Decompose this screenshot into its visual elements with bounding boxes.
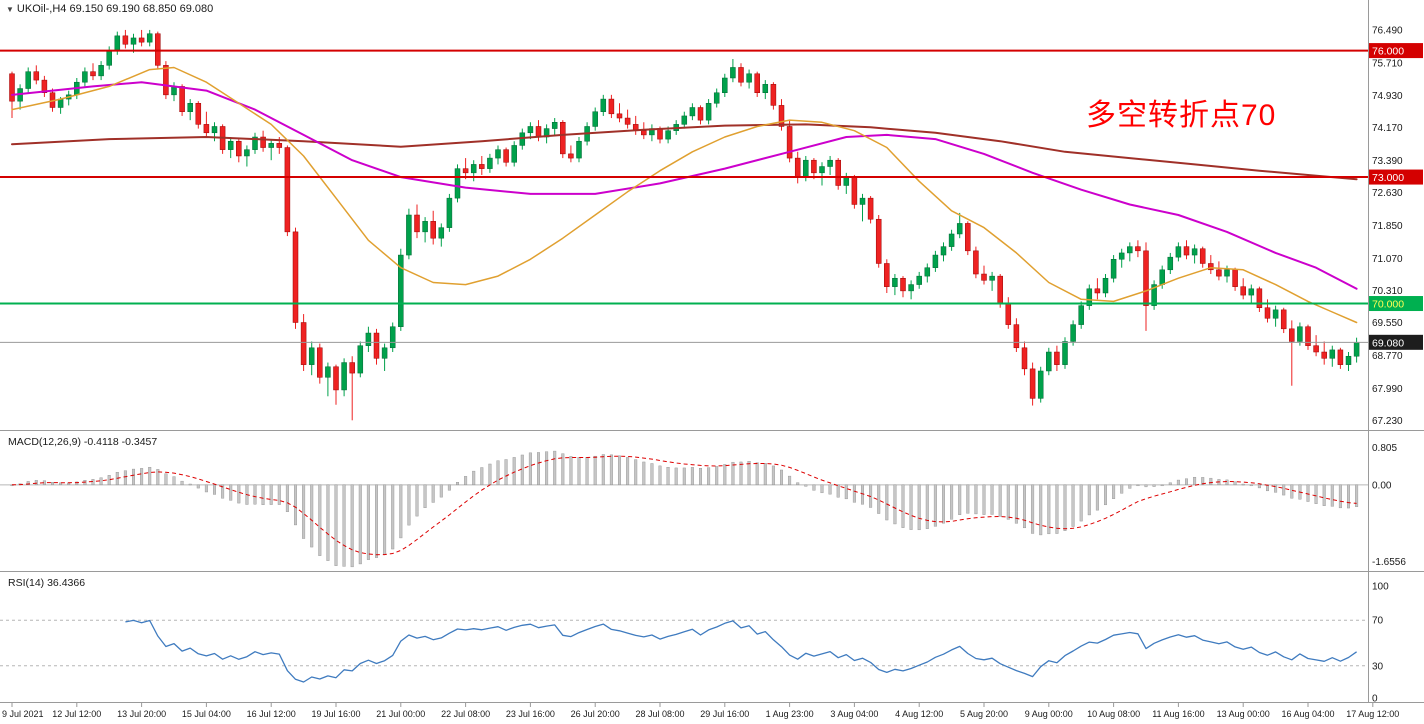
svg-text:100: 100 <box>1372 582 1389 593</box>
svg-text:67.230: 67.230 <box>1372 416 1403 427</box>
rsi-panel[interactable]: 100 70 30 0 <box>0 582 1389 705</box>
fast-ma <box>11 66 1358 324</box>
svg-text:3 Aug 04:00: 3 Aug 04:00 <box>830 709 878 719</box>
time-axis[interactable]: 9 Jul 2021 12 Jul 12:00 13 Jul 20:00 15 Jul… <box>2 702 1399 719</box>
svg-text:17 Aug 12:00: 17 Aug 12:00 <box>1346 709 1399 719</box>
svg-text:76.000: 76.000 <box>1372 46 1404 58</box>
svg-text:-1.6556: -1.6556 <box>1372 557 1406 568</box>
svg-text:74.170: 74.170 <box>1372 123 1403 134</box>
svg-text:23 Jul 16:00: 23 Jul 16:00 <box>506 709 555 719</box>
svg-text:22 Jul 08:00: 22 Jul 08:00 <box>441 709 490 719</box>
svg-text:70.000: 70.000 <box>1372 299 1404 311</box>
svg-text:69.080: 69.080 <box>1372 337 1404 349</box>
svg-text:71.070: 71.070 <box>1372 254 1403 265</box>
svg-text:13 Aug 00:00: 13 Aug 00:00 <box>1217 709 1270 719</box>
svg-text:71.850: 71.850 <box>1372 221 1403 232</box>
svg-text:30: 30 <box>1372 661 1384 672</box>
svg-text:15 Jul 04:00: 15 Jul 04:00 <box>182 709 231 719</box>
svg-text:16 Aug 04:00: 16 Aug 04:00 <box>1281 709 1334 719</box>
svg-text:4 Aug 12:00: 4 Aug 12:00 <box>895 709 943 719</box>
svg-text:76.490: 76.490 <box>1372 25 1403 36</box>
svg-text:67.990: 67.990 <box>1372 384 1403 395</box>
svg-text:9 Jul 2021: 9 Jul 2021 <box>2 709 44 719</box>
svg-text:26 Jul 20:00: 26 Jul 20:00 <box>571 709 620 719</box>
svg-text:10 Aug 08:00: 10 Aug 08:00 <box>1087 709 1140 719</box>
svg-text:69.550: 69.550 <box>1372 318 1403 329</box>
price-axis[interactable]: 76.490 75.710 74.930 74.170 73.390 72.630 71.8… <box>1369 25 1423 427</box>
svg-text:72.630: 72.630 <box>1372 188 1403 199</box>
svg-text:29 Jul 16:00: 29 Jul 16:00 <box>700 709 749 719</box>
svg-text:13 Jul 20:00: 13 Jul 20:00 <box>117 709 166 719</box>
svg-text:0: 0 <box>1372 694 1378 705</box>
svg-text:0.805: 0.805 <box>1372 443 1397 454</box>
svg-text:73.390: 73.390 <box>1372 156 1403 167</box>
svg-text:11 Aug 16:00: 11 Aug 16:00 <box>1152 709 1204 719</box>
svg-text:70: 70 <box>1372 616 1384 627</box>
panel-separators <box>0 0 1424 703</box>
svg-text:1 Aug 23:00: 1 Aug 23:00 <box>766 709 814 719</box>
svg-text:74.930: 74.930 <box>1372 91 1403 102</box>
medium-ma <box>11 81 1358 290</box>
svg-text:73.000: 73.000 <box>1372 172 1404 184</box>
svg-text:0.00: 0.00 <box>1372 480 1392 491</box>
svg-text:5 Aug 20:00: 5 Aug 20:00 <box>960 709 1008 719</box>
svg-text:19 Jul 16:00: 19 Jul 16:00 <box>311 709 360 719</box>
rsi-line <box>125 619 1357 683</box>
slow-ma <box>11 123 1358 181</box>
macd-signal-line <box>11 455 1357 556</box>
svg-text:21 Jul 00:00: 21 Jul 00:00 <box>376 709 425 719</box>
macd-panel[interactable]: 0.805 0.00 -1.6556 <box>0 443 1406 568</box>
svg-text:70.310: 70.310 <box>1372 286 1403 297</box>
svg-text:28 Jul 08:00: 28 Jul 08:00 <box>635 709 684 719</box>
main-chart-panel[interactable] <box>0 29 1368 421</box>
svg-text:16 Jul 12:00: 16 Jul 12:00 <box>247 709 296 719</box>
svg-text:68.770: 68.770 <box>1372 351 1403 362</box>
svg-text:9 Aug 00:00: 9 Aug 00:00 <box>1025 709 1073 719</box>
svg-text:12 Jul 12:00: 12 Jul 12:00 <box>52 709 101 719</box>
svg-text:75.710: 75.710 <box>1372 58 1403 69</box>
